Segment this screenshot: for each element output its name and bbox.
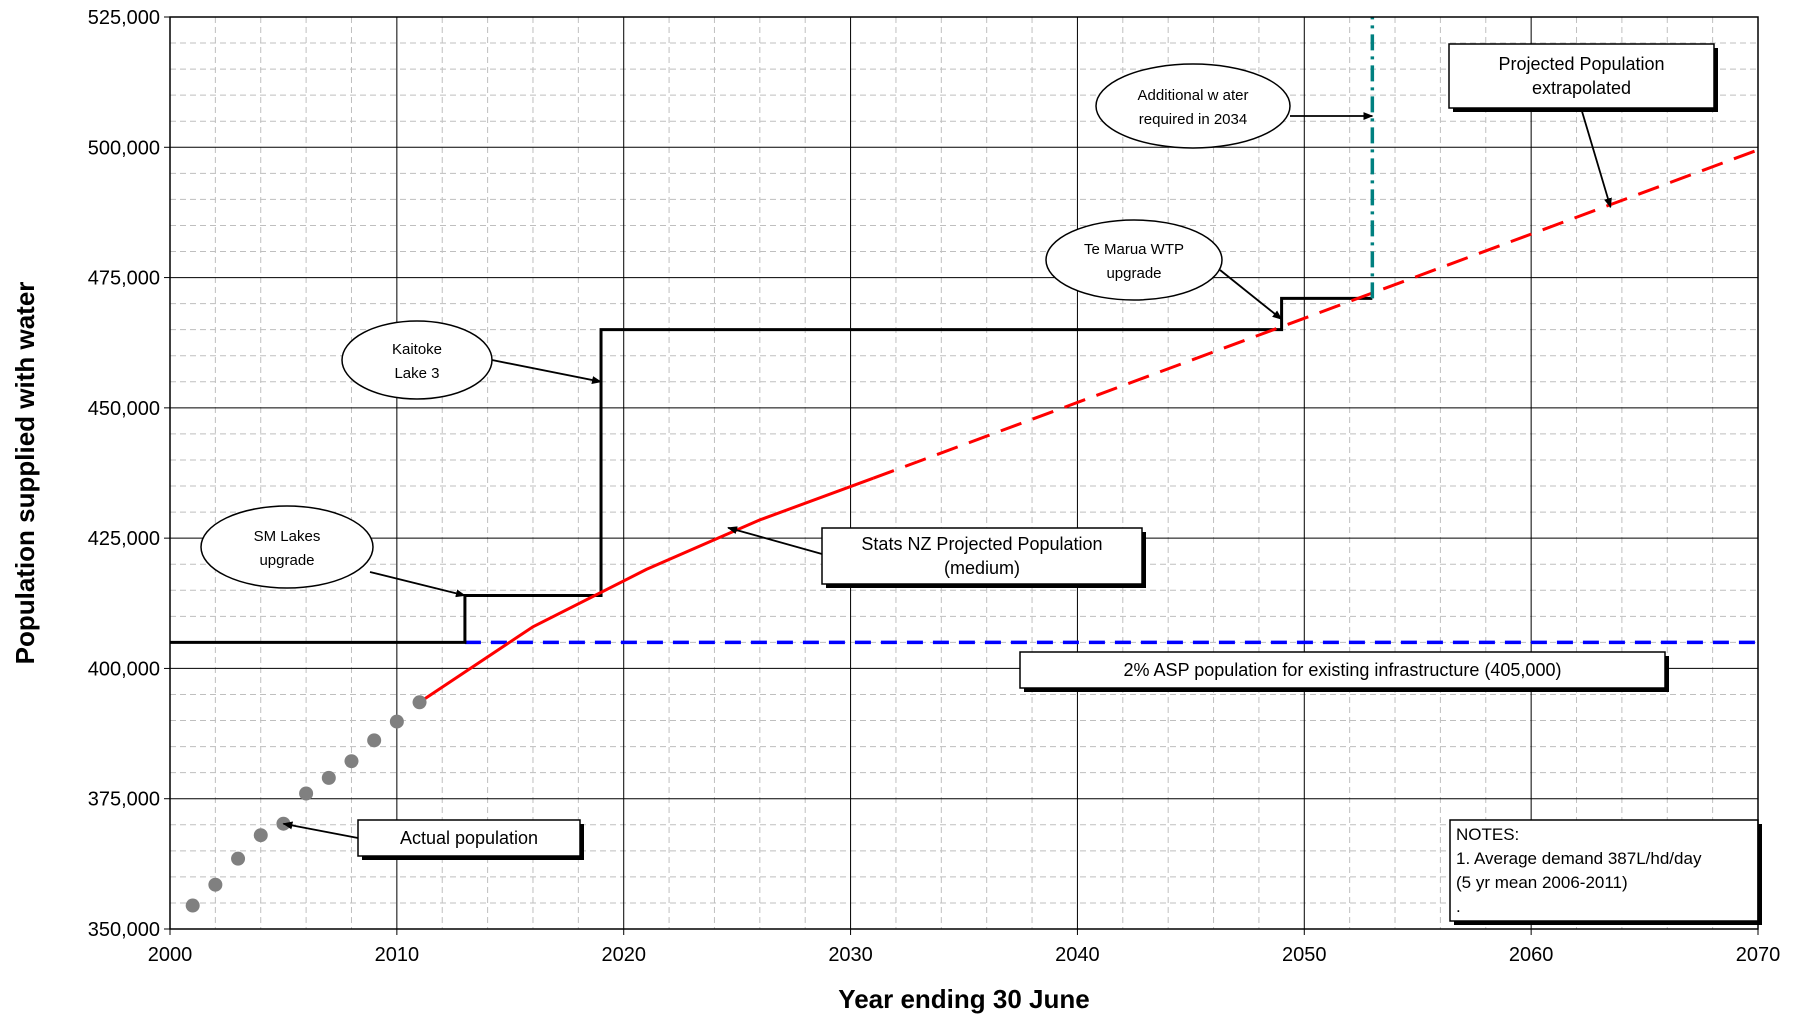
sm-lakes-label: upgrade [259,552,314,569]
plot-frame [169,16,1759,930]
actual-label: Actual population [400,828,538,848]
y-axis-title: Population supplied with water [10,282,40,665]
plot-background [170,17,1758,929]
x-tick-label: 2000 [148,944,193,966]
actual-population-point [389,714,404,729]
actual-population-point [299,786,314,801]
actual-population-point [208,877,223,892]
sm-lakes-arrow [369,571,466,598]
y-tick-label: 375,000 [88,789,160,811]
y-tick-label: 475,000 [88,268,160,290]
actual-population-point [344,754,359,769]
stats-nz-label: Stats NZ Projected Population [861,534,1102,554]
te-marua-label: upgrade [1106,265,1161,282]
projected-extrap-box [1448,43,1715,109]
capacity-step-line [170,296,1373,644]
x-tick-label: 2040 [1055,944,1100,966]
x-tick-label: 2010 [375,944,420,966]
stats-nz-box [821,527,1143,585]
stats-nz-projection-line [418,476,874,704]
x-tick-label: 2030 [828,944,873,966]
notes-line: . [1456,897,1461,916]
actual-population-point [253,828,268,843]
actual-population-point [321,770,336,785]
actual-arrow [282,821,359,839]
minor-grid [170,17,1758,929]
annotation-layer: SM Lakes upgrade Kaitoke Lake 3 Te Marua WTP… [200,43,1762,925]
kaitoke-label: Kaitoke [392,341,442,358]
kaitoke-label: Lake 3 [394,365,439,382]
x-tick-label: 2050 [1282,944,1327,966]
y-tick-label: 425,000 [88,528,160,550]
x-tick-label: 2070 [1736,944,1781,966]
notes-box [1449,819,1759,922]
y-tick-label: 350,000 [88,919,160,941]
actual-population-point [412,695,427,710]
x-tick-label: 2060 [1509,944,1554,966]
kaitoke-callout [341,320,493,400]
notes-line: NOTES: [1456,825,1519,844]
y-tick-label: 450,000 [88,398,160,420]
te-marua-arrow [1219,269,1283,320]
tick-layer: 2000 2010 2020 2030 2040 2050 2060 2070 350,000 3… [88,7,1781,966]
stats-nz-arrow [727,526,823,555]
asp-box [1019,651,1666,689]
additional-label: required in 2034 [1139,111,1247,128]
x-tick-label: 2020 [601,944,646,966]
actual-population-point [185,898,200,913]
actual-population-point [367,733,382,748]
asp-label: 2% ASP population for existing infrastru… [1124,660,1562,680]
te-marua-label: Te Marua WTP [1084,241,1184,258]
actual-population-point [231,851,246,866]
sm-lakes-label: SM Lakes [254,528,321,545]
projected-extrap-label: extrapolated [1532,78,1631,98]
y-tick-label: 525,000 [88,7,160,29]
projected-extrap-label: Projected Population [1498,54,1664,74]
te-marua-callout [1045,219,1223,301]
x-axis-title: Year ending 30 June [838,984,1089,1014]
sm-lakes-callout [200,505,374,589]
projected-extrap-arrow [1580,107,1612,209]
notes-line: 1. Average demand 387L/hd/day [1456,849,1702,868]
additional-callout [1095,63,1291,149]
y-tick-label: 400,000 [88,658,160,680]
notes-line: (5 yr mean 2006-2011) [1456,873,1628,892]
y-tick-label: 500,000 [88,137,160,159]
kaitoke-arrow [491,359,603,384]
actual-box [357,819,581,857]
stats-nz-label: (medium) [944,558,1020,578]
additional-label: Additional w ater [1138,87,1249,104]
